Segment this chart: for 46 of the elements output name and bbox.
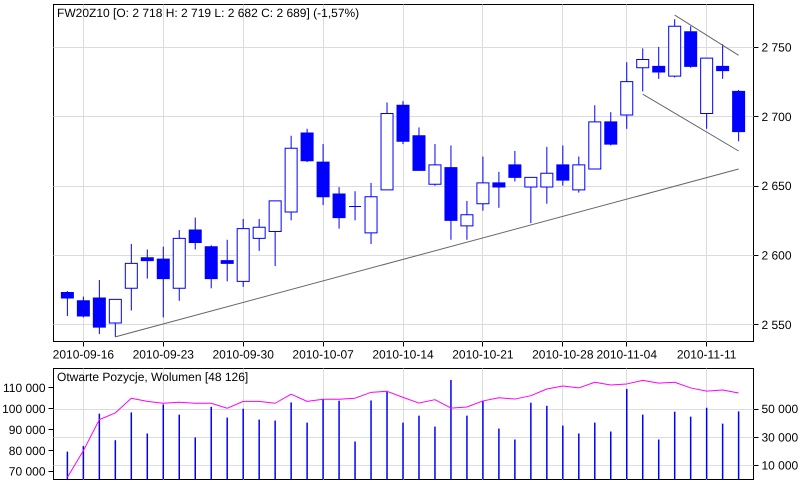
x-tick-label: 2010-11-04 (596, 348, 658, 362)
candlestick (604, 112, 618, 146)
candlestick (492, 171, 506, 208)
candlestick (556, 144, 570, 186)
y-tick-label: 2 550 (762, 318, 792, 332)
candlestick (140, 248, 154, 280)
y-tick-label: 70 000 (8, 464, 46, 479)
y2-tick-label: 50 000 (762, 402, 799, 416)
x-tick-label: 2010-10-28 (532, 348, 594, 362)
candlestick (508, 150, 522, 182)
x-tick-label: 2010-09-16 (52, 348, 114, 362)
candlestick (220, 239, 234, 282)
x-tick-label: 2010-10-14 (372, 348, 434, 362)
candlestick (652, 46, 666, 80)
y2-tick-label: 30 000 (762, 430, 799, 444)
candlestick (156, 246, 170, 318)
candlestick (252, 218, 266, 252)
candlestick (348, 190, 362, 221)
y-tick-label: 90 000 (8, 422, 46, 437)
candlestick (332, 186, 346, 230)
x-tick-label: 2010-11-11 (676, 348, 737, 362)
x-tick-label: 2010-10-21 (452, 348, 514, 362)
candlestick (460, 200, 474, 240)
candlestick (636, 48, 650, 92)
chart-title: Otwarte Pozycje, Wolumen [48 126] (57, 370, 248, 384)
candlestick (428, 144, 442, 186)
chart-title: FW20Z10 [O: 2 718 H: 2 719 L: 2 682 C: 2 689] (-1,57%) (57, 6, 360, 20)
y2-tick-label: 10 000 (762, 458, 799, 472)
candlestick (76, 296, 90, 318)
candlestick (60, 290, 74, 317)
x-tick-label: 2010-09-23 (132, 348, 194, 362)
candlestick (540, 146, 554, 204)
x-tick-label: 2010-09-30 (212, 348, 274, 362)
candlestick (476, 156, 490, 212)
candlestick (716, 44, 730, 80)
y-tick-label: 2 650 (762, 179, 792, 194)
y-tick-label: 110 000 (3, 380, 46, 395)
y-tick-label: 80 000 (8, 444, 46, 458)
candlestick (524, 176, 538, 224)
y-tick-label: 100 000 (2, 402, 46, 416)
y-tick-label: 2 700 (762, 110, 792, 124)
candlestick (188, 217, 202, 250)
y-tick-label: 2 600 (762, 248, 792, 263)
y-tick-label: 2 750 (762, 40, 792, 54)
x-tick-label: 2010-10-07 (292, 348, 354, 362)
candlestick (108, 298, 122, 338)
